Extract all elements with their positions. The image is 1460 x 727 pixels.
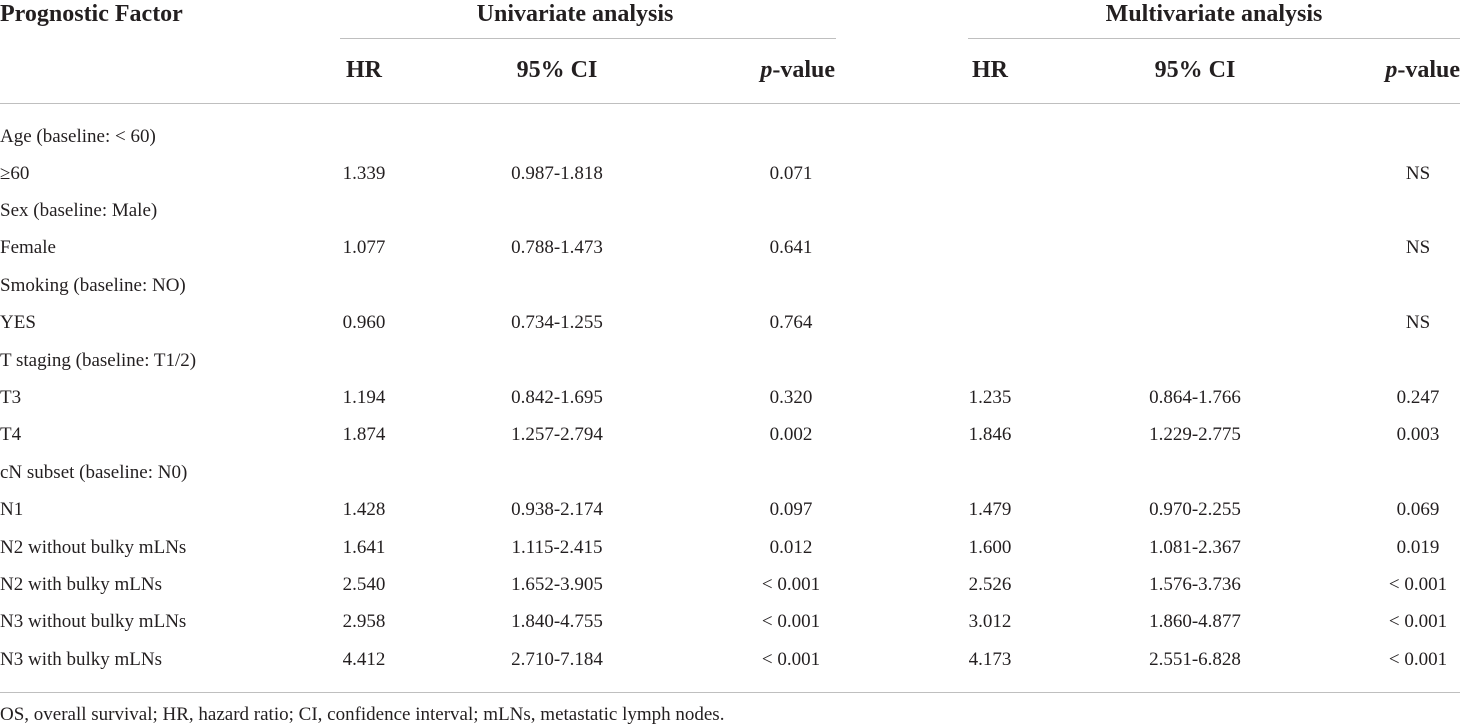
univariate-group-rule [340,38,836,39]
table-row: T staging (baseline: T1/2) [0,342,1460,379]
factor-label: Smoking (baseline: NO) [0,275,186,296]
factor-label: T staging (baseline: T1/2) [0,350,197,371]
header-univariate-hr: HR [346,57,382,83]
univariate-p-value: < 0.001 [761,649,821,670]
multivariate-hr: 1.846 [968,424,1012,445]
univariate-hr: 2.540 [342,574,386,595]
univariate-ci: 0.734-1.255 [511,312,603,333]
header-univariate-ci: 95% CI [516,57,598,83]
multivariate-hr: 1.235 [968,387,1012,408]
univariate-ci: 1.840-4.755 [511,611,603,632]
table-row: Age (baseline: < 60) [0,118,1460,155]
univariate-hr: 1.641 [342,537,386,558]
multivariate-hr: 1.479 [968,499,1012,520]
table-row: N2 with bulky mLNs 2.540 1.652-3.905 < 0… [0,566,1460,603]
multivariate-hr: 4.173 [968,649,1012,670]
univariate-p-value: < 0.001 [761,611,821,632]
univariate-ci: 1.115-2.415 [511,537,603,558]
univariate-hr: 2.958 [342,611,386,632]
univariate-p-value: 0.012 [769,537,813,558]
factor-label: T4 [0,424,22,445]
multivariate-ci: 1.229-2.775 [1149,424,1241,445]
multivariate-ci: 0.864-1.766 [1149,387,1241,408]
table-row: cN subset (baseline: N0) [0,454,1460,491]
univariate-hr: 1.077 [342,237,386,258]
table-row: T3 1.194 0.842-1.695 0.320 1.235 0.864-1… [0,379,1460,416]
univariate-hr: 1.428 [342,499,386,520]
factor-label: YES [0,312,36,333]
multivariate-ci: 2.551-6.828 [1149,649,1241,670]
table-bottom-rule [0,692,1460,693]
univariate-hr: 4.412 [342,649,386,670]
table-row: Female 1.077 0.788-1.473 0.641 NS [0,229,1460,266]
table-row: N3 with bulky mLNs 4.412 2.710-7.184 < 0… [0,641,1460,678]
multivariate-p-value: < 0.001 [1388,574,1448,595]
multivariate-p-value: 0.069 [1396,499,1440,520]
factor-label: cN subset (baseline: N0) [0,462,188,483]
multivariate-group-rule [968,38,1460,39]
multivariate-ci: 1.860-4.877 [1149,611,1241,632]
univariate-ci: 2.710-7.184 [511,649,603,670]
header-univariate-analysis: Univariate analysis [476,1,674,27]
multivariate-p-value: < 0.001 [1388,649,1448,670]
multivariate-hr: 2.526 [968,574,1012,595]
multivariate-p-value: NS [1405,312,1431,333]
header-multivariate-hr: HR [972,57,1008,83]
univariate-ci: 0.938-2.174 [511,499,603,520]
univariate-p-value: 0.002 [769,424,813,445]
factor-label: Age (baseline: < 60) [0,126,156,147]
univariate-p-value: 0.764 [769,312,813,333]
univariate-hr: 1.874 [342,424,386,445]
multivariate-ci: 1.081-2.367 [1149,537,1241,558]
header-bottom-rule [0,103,1460,104]
factor-label: Female [0,237,56,258]
factor-label: N3 without bulky mLNs [0,611,187,632]
univariate-p-value: < 0.001 [761,574,821,595]
univariate-ci: 0.987-1.818 [511,163,603,184]
multivariate-p-value: 0.247 [1396,387,1440,408]
factor-label: T3 [0,387,22,408]
table-row: YES 0.960 0.734-1.255 0.764 NS [0,304,1460,341]
multivariate-ci: 1.576-3.736 [1149,574,1241,595]
table-row: T4 1.874 1.257-2.794 0.002 1.846 1.229-2… [0,416,1460,453]
table-row: N1 1.428 0.938-2.174 0.097 1.479 0.970-2… [0,491,1460,528]
multivariate-p-value: < 0.001 [1388,611,1448,632]
multivariate-hr: 1.600 [968,537,1012,558]
multivariate-hr: 3.012 [968,611,1012,632]
factor-label: N2 with bulky mLNs [0,574,163,595]
univariate-ci: 1.257-2.794 [511,424,603,445]
multivariate-p-value: 0.019 [1396,537,1440,558]
header-univariate-p-value: p-value [760,57,835,83]
header-prognostic-factor: Prognostic Factor [0,1,183,27]
univariate-p-value: 0.641 [769,237,813,258]
factor-label: N1 [0,499,24,520]
multivariate-ci: 0.970-2.255 [1149,499,1241,520]
table-row: N3 without bulky mLNs 2.958 1.840-4.755 … [0,603,1460,640]
table-footnote: OS, overall survival; HR, hazard ratio; … [0,704,725,725]
univariate-ci: 1.652-3.905 [511,574,603,595]
univariate-p-value: 0.320 [769,387,813,408]
univariate-hr: 0.960 [342,312,386,333]
multivariate-p-value: 0.003 [1396,424,1440,445]
multivariate-p-value: NS [1405,237,1431,258]
factor-label: Sex (baseline: Male) [0,200,158,221]
table-row: Smoking (baseline: NO) [0,267,1460,304]
header-multivariate-p-value: p-value [1385,57,1460,83]
header-multivariate-analysis: Multivariate analysis [1105,1,1323,27]
header-multivariate-ci: 95% CI [1154,57,1236,83]
table-row: ≥60 1.339 0.987-1.818 0.071 NS [0,155,1460,192]
factor-label: N3 with bulky mLNs [0,649,163,670]
univariate-hr: 1.339 [342,163,386,184]
factor-label: ≥60 [0,163,30,184]
factor-label: N2 without bulky mLNs [0,537,187,558]
univariate-ci: 0.842-1.695 [511,387,603,408]
univariate-hr: 1.194 [342,387,386,408]
univariate-ci: 0.788-1.473 [511,237,603,258]
table-row: Sex (baseline: Male) [0,192,1460,229]
univariate-p-value: 0.071 [769,163,813,184]
multivariate-p-value: NS [1405,163,1431,184]
table-row: N2 without bulky mLNs 1.641 1.115-2.415 … [0,529,1460,566]
univariate-p-value: 0.097 [769,499,813,520]
